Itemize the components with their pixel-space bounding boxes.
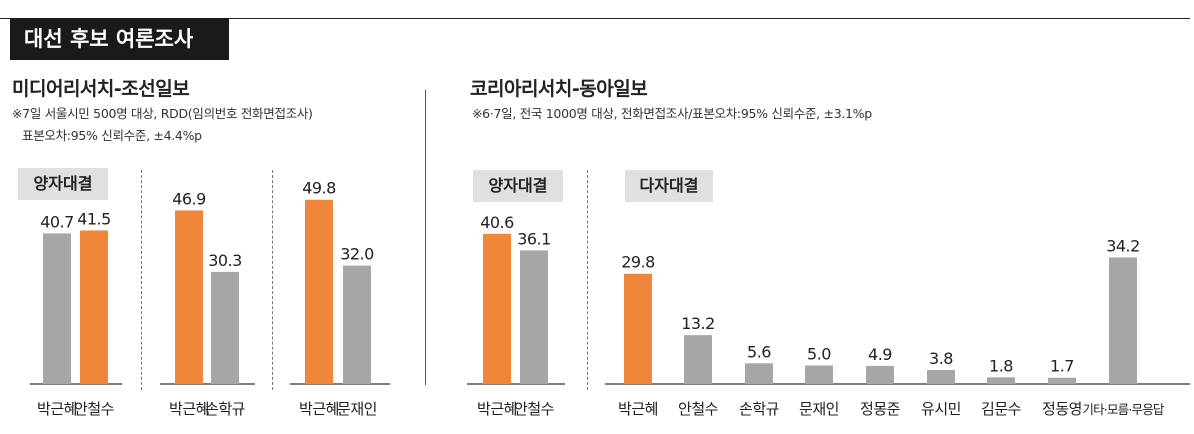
- bar: [520, 250, 548, 384]
- bar: [343, 265, 371, 384]
- category-label: 박근혜: [169, 400, 209, 418]
- bar: [211, 271, 239, 384]
- category-label: 정몽준: [860, 400, 901, 418]
- data-label: 40.6: [480, 213, 514, 232]
- bar: [805, 365, 833, 384]
- bar: [987, 377, 1015, 384]
- bar: [43, 233, 71, 384]
- data-label: 5.6: [747, 342, 771, 361]
- left-error-note: 표본오차:95% 신뢰수준, ±4.4%p: [22, 128, 202, 143]
- data-label: 36.1: [517, 229, 551, 248]
- category-label: 문재인: [799, 400, 839, 418]
- category-label: 손학규: [205, 400, 245, 418]
- data-label: 1.8: [989, 356, 1013, 375]
- category-label: 안철수: [514, 400, 554, 418]
- data-label: 13.2: [681, 314, 715, 333]
- data-label: 40.7: [40, 212, 74, 231]
- category-label: 정동영: [1042, 400, 1082, 418]
- bar: [1109, 257, 1137, 384]
- left-source-title: 미디어리서치-조선일보: [12, 78, 190, 100]
- bar: [1048, 377, 1076, 384]
- dashed-separator: [272, 170, 273, 390]
- data-label: 34.2: [1106, 236, 1140, 255]
- section-label-multi-candidate: 다자대결: [625, 170, 713, 202]
- right-survey-note: ※6·7일, 전국 1000명 대상, 전화면접조사/표본오차:95% 신뢰수준…: [472, 106, 872, 121]
- data-label: 1.7: [1050, 357, 1074, 376]
- data-label: 46.9: [172, 189, 206, 208]
- category-label: 박근혜: [618, 400, 658, 418]
- bar: [305, 199, 333, 384]
- data-label: 5.0: [807, 345, 831, 364]
- category-label: 김문수: [981, 400, 1021, 418]
- dashed-separator: [587, 170, 588, 390]
- data-label: 49.8: [302, 179, 336, 198]
- data-label: 3.8: [929, 349, 953, 368]
- bar: [927, 369, 955, 384]
- category-label: 안철수: [678, 400, 718, 418]
- right-source-title: 코리아리서치-동아일보: [470, 78, 648, 100]
- bar: [684, 335, 712, 384]
- left-survey-note: ※7일 서울시민 500명 대상, RDD(임의번호 전화면접조사): [12, 106, 313, 121]
- category-label: 박근혜: [299, 400, 339, 418]
- top-rule: [0, 18, 1190, 19]
- data-label: 41.5: [77, 209, 111, 228]
- dashed-separator: [141, 170, 142, 390]
- section-label-head-to-head-left: 양자대결: [18, 168, 108, 200]
- bar: [745, 363, 773, 384]
- bar: [175, 210, 203, 384]
- bar: [624, 273, 652, 384]
- bar: [483, 233, 511, 384]
- category-label: 안철수: [74, 400, 114, 418]
- data-label: 29.8: [621, 253, 655, 272]
- bar: [866, 365, 894, 384]
- bar: [80, 230, 108, 384]
- category-label: 손학규: [739, 400, 779, 418]
- panel-divider: [425, 90, 426, 385]
- page-title: 대선 후보 여론조사: [10, 18, 229, 60]
- category-label: 박근혜: [477, 400, 517, 418]
- data-label: 4.9: [868, 345, 892, 364]
- category-label: 박근혜: [37, 400, 77, 418]
- category-label: 문재인: [337, 400, 377, 418]
- data-label: 32.0: [340, 245, 374, 264]
- category-label: 기타·모름·무응답: [1082, 402, 1165, 417]
- section-label-head-to-head-right: 양자대결: [473, 170, 563, 202]
- category-label: 유시민: [921, 400, 961, 418]
- data-label: 30.3: [208, 251, 242, 270]
